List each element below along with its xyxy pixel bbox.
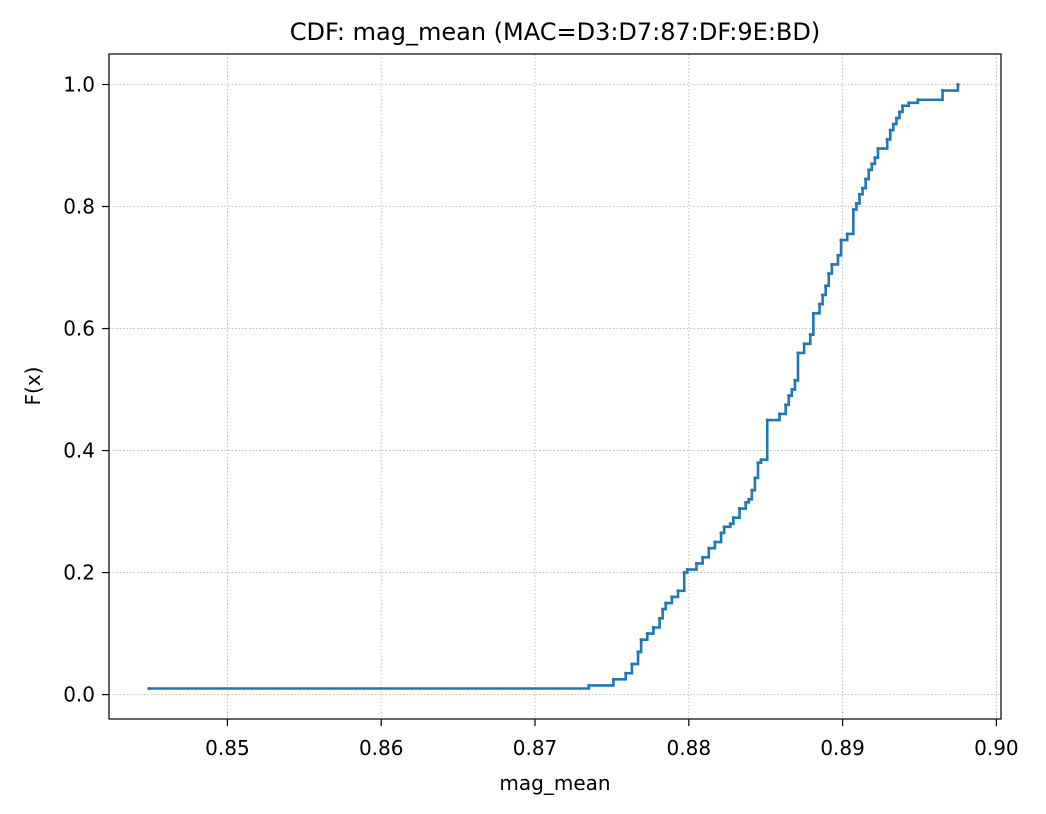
- cdf-point: [750, 488, 754, 492]
- plot-series: [147, 82, 960, 691]
- cdf-point: [821, 293, 825, 297]
- cdf-point: [839, 238, 843, 242]
- cdf-point: [777, 412, 782, 416]
- chart-title: CDF: mag_mean (MAC=D3:D7:87:DF:9E:BD): [290, 18, 820, 46]
- cdf-point: [737, 506, 742, 511]
- cdf-point: [873, 156, 877, 160]
- cdf-point: [747, 497, 751, 501]
- y-tick-label: 0.8: [63, 195, 95, 219]
- cdf-point: [651, 625, 656, 630]
- cdf-point: [796, 351, 800, 355]
- plot-frame: [108, 53, 1002, 720]
- cdf-point: [827, 272, 831, 276]
- grid-lines: [109, 54, 1001, 719]
- cdf-point: [817, 302, 822, 306]
- cdf-point: [707, 546, 711, 550]
- cdf-point: [900, 104, 905, 108]
- cdf-point: [765, 418, 769, 422]
- cdf-point: [811, 311, 815, 315]
- cdf-point: [685, 567, 689, 572]
- y-tick-label: 1.0: [63, 73, 95, 97]
- cdf-point: [808, 333, 812, 337]
- cdf-point: [744, 500, 748, 505]
- x-tick-label: 0.90: [974, 736, 1019, 760]
- cdf-point: [864, 177, 868, 181]
- cdf-point: [885, 137, 889, 142]
- x-tick-label: 0.88: [667, 736, 712, 760]
- cdf-point: [851, 207, 855, 212]
- cdf-point: [857, 192, 862, 196]
- cdf-point: [845, 232, 849, 236]
- y-tick-label: 0.6: [63, 317, 95, 341]
- cdf-point: [753, 476, 757, 480]
- cdf-point: [894, 116, 899, 120]
- cdf-point: [854, 201, 859, 206]
- y-axis-label: F(x): [21, 367, 45, 406]
- y-axis: 0.0 0.2 0.4 0.6 0.8 1.0: [63, 73, 109, 707]
- cdf-point: [645, 631, 649, 636]
- cdf-point: [587, 683, 591, 688]
- cdf-point: [956, 82, 960, 87]
- cdf-point: [870, 162, 874, 166]
- cdf-point: [630, 662, 634, 666]
- x-tick-label: 0.86: [359, 736, 404, 760]
- cdf-point: [759, 458, 763, 462]
- cdf-point: [940, 89, 945, 93]
- x-tick-label: 0.85: [205, 736, 250, 760]
- cdf-point: [661, 607, 665, 611]
- cdf-step-line: [148, 84, 960, 690]
- x-tick-label: 0.89: [820, 736, 865, 760]
- cdf-point: [836, 253, 840, 257]
- cdf-point: [682, 570, 686, 575]
- cdf-point: [787, 394, 791, 398]
- cdf-point: [624, 671, 628, 675]
- y-tick-label: 0.0: [63, 683, 95, 707]
- x-axis-label: mag_mean: [499, 771, 610, 795]
- cdf-point: [860, 186, 865, 190]
- cdf-point: [867, 168, 871, 172]
- cdf-point: [713, 540, 717, 544]
- x-tick-label: 0.87: [513, 736, 558, 760]
- cdf-point: [784, 403, 788, 407]
- cdf-point: [802, 342, 806, 346]
- y-tick-label: 0.4: [63, 439, 95, 463]
- cdf-point: [657, 616, 662, 620]
- cdf-point: [670, 595, 674, 599]
- cdf-point: [701, 555, 705, 559]
- cdf-point: [876, 146, 880, 151]
- cdf-point: [888, 128, 892, 132]
- cdf-point: [916, 98, 920, 102]
- cdf-point: [639, 638, 643, 642]
- cdf-point: [611, 677, 616, 681]
- cdf-point: [676, 589, 680, 593]
- cdf-point: [824, 284, 828, 288]
- cdf-point: [790, 387, 794, 392]
- cdf-point: [891, 122, 895, 126]
- cdf-point: [728, 522, 732, 526]
- cdf-point: [897, 110, 902, 114]
- cdf-point: [756, 461, 760, 465]
- cdf-point: [147, 686, 151, 691]
- cdf-point: [830, 262, 834, 267]
- cdf-point: [731, 516, 736, 520]
- x-axis: 0.85 0.86 0.87 0.88 0.89 0.90: [205, 719, 1019, 760]
- cdf-point: [719, 531, 723, 535]
- cdf-point: [722, 525, 726, 529]
- cdf-point: [694, 561, 699, 566]
- cdf-point: [664, 601, 668, 605]
- cdf-point: [793, 378, 797, 382]
- y-tick-label: 0.2: [63, 561, 95, 585]
- cdf-point: [907, 101, 911, 105]
- cdf-point: [636, 650, 640, 654]
